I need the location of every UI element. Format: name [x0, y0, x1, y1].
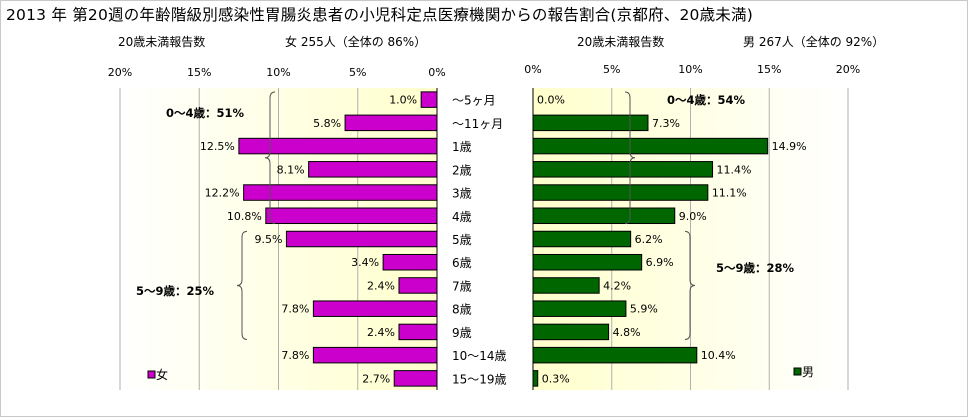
female-value-label: 2.7%	[362, 372, 390, 385]
female-value-label: 3.4%	[351, 256, 379, 269]
female-value-label: 12.2%	[205, 187, 240, 200]
category-label: 4歳	[452, 210, 472, 224]
female-value-label: 10.8%	[227, 210, 262, 223]
female-value-label: 1.0%	[389, 94, 417, 107]
right-annotation-0-4: 0～4歳：54%	[667, 93, 746, 107]
pyramid-chart: 0% 0% 5% 5% 10% 10% 15% 15% 20% 20% ～5ヶ月 ～11ヶ月 1歳 2歳 3…	[0, 0, 968, 417]
female-value-label: 7.8%	[281, 303, 309, 316]
female-bar	[239, 138, 437, 154]
left-annotation-5-9: 5～9歳：25%	[136, 284, 215, 298]
category-label: 2歳	[452, 163, 472, 177]
category-label: 1歳	[452, 140, 472, 154]
male-bar	[533, 162, 713, 178]
left-annotation-0-4: 0～4歳：51%	[166, 106, 245, 120]
female-bar	[345, 115, 437, 131]
male-value-label: 7.3%	[652, 117, 680, 130]
male-value-label: 10.4%	[701, 349, 736, 362]
male-bar	[533, 347, 697, 363]
category-label: 10～14歳	[452, 349, 507, 363]
male-bar	[533, 115, 648, 131]
male-legend-label: 男	[802, 365, 814, 379]
right-tick-label: 0%	[524, 63, 541, 76]
female-bar	[266, 208, 437, 224]
female-bar	[383, 254, 437, 270]
male-bar	[533, 301, 626, 317]
left-tick-label: 20%	[108, 66, 132, 79]
category-label: 6歳	[452, 256, 472, 270]
female-bar	[399, 324, 437, 340]
male-value-label: 14.9%	[772, 140, 807, 153]
right-tick-label: 5%	[603, 63, 620, 76]
female-bar	[421, 92, 437, 108]
male-value-label: 0.3%	[542, 372, 570, 385]
male-value-label: 4.2%	[603, 279, 631, 292]
category-label: 15～19歳	[452, 372, 507, 386]
category-label: 5歳	[452, 233, 472, 247]
category-label: ～11ヶ月	[452, 117, 503, 131]
female-bar	[394, 371, 437, 387]
female-value-label: 2.4%	[367, 326, 395, 339]
female-bar	[313, 347, 437, 363]
female-value-label: 5.8%	[313, 117, 341, 130]
male-value-label: 11.4%	[717, 163, 752, 176]
female-bar	[244, 185, 437, 201]
female-bar	[313, 301, 437, 317]
male-bar	[533, 371, 538, 387]
category-label: 9歳	[452, 326, 472, 340]
category-label: ～5ヶ月	[452, 94, 496, 108]
category-label: 7歳	[452, 279, 472, 293]
left-tick-label: 5%	[349, 66, 366, 79]
female-value-label: 8.1%	[277, 163, 305, 176]
male-value-label: 0.0%	[537, 94, 565, 107]
male-value-label: 4.8%	[613, 326, 641, 339]
category-label: 3歳	[452, 187, 472, 201]
left-tick-label: 0%	[428, 66, 445, 79]
male-bar	[533, 231, 631, 247]
category-label: 8歳	[452, 303, 472, 317]
female-legend-swatch	[148, 371, 155, 378]
male-value-label: 5.9%	[630, 303, 658, 316]
male-value-label: 6.9%	[646, 256, 674, 269]
female-bar	[286, 231, 437, 247]
female-legend-label: 女	[156, 367, 168, 382]
male-bar	[533, 324, 609, 340]
right-tick-label: 15%	[757, 63, 781, 76]
female-value-label: 2.4%	[367, 279, 395, 292]
male-value-label: 9.0%	[679, 210, 707, 223]
male-value-label: 11.1%	[712, 187, 747, 200]
male-bar	[533, 138, 768, 154]
left-tick-label: 15%	[187, 66, 211, 79]
male-value-label: 6.2%	[635, 233, 663, 246]
female-value-label: 12.5%	[200, 140, 235, 153]
right-annotation-5-9: 5～9歳：28%	[716, 261, 795, 275]
female-bar	[399, 278, 437, 294]
male-bar	[533, 185, 708, 201]
male-bar	[533, 208, 675, 224]
right-tick-label: 10%	[678, 63, 702, 76]
right-tick-label: 20%	[836, 63, 860, 76]
female-value-label: 9.5%	[254, 233, 282, 246]
female-bar	[309, 162, 437, 178]
male-bar	[533, 278, 599, 294]
female-value-label: 7.8%	[281, 349, 309, 362]
left-tick-label: 10%	[266, 66, 290, 79]
male-bar	[533, 254, 642, 270]
male-legend-swatch	[794, 368, 801, 375]
